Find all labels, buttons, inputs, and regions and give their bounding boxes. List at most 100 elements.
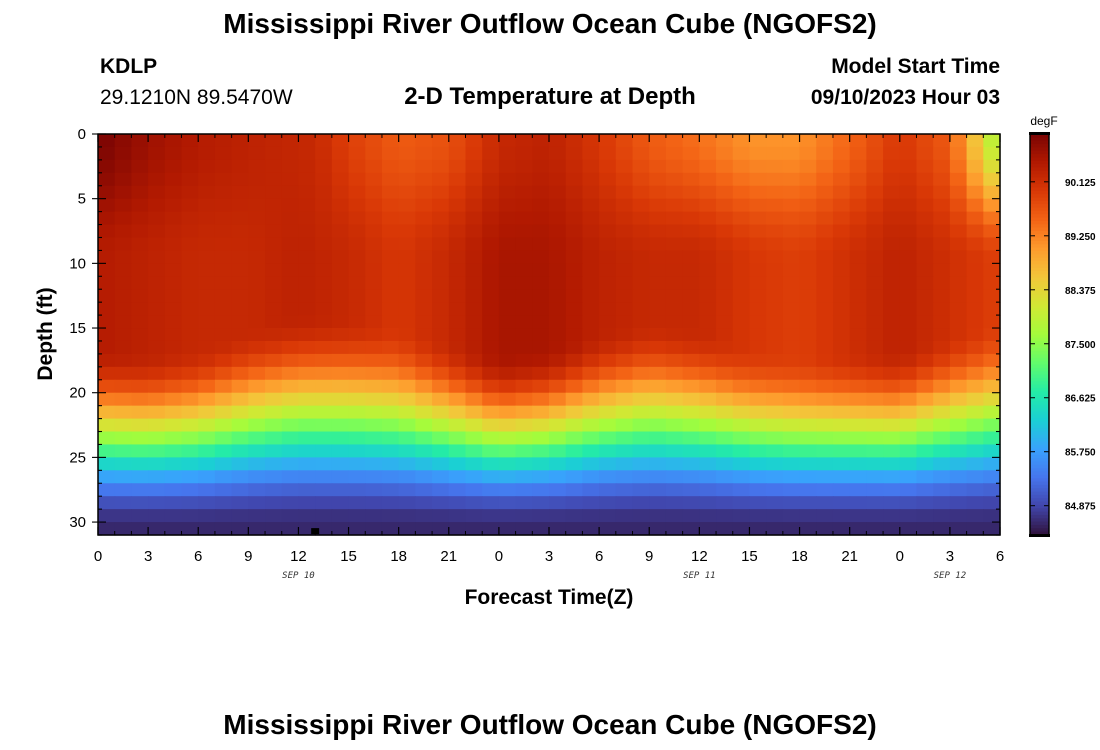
- heatmap-cell: [348, 379, 366, 394]
- heatmap-cell: [214, 405, 233, 420]
- heatmap-cell: [148, 418, 166, 433]
- heatmap-cell: [148, 444, 166, 458]
- y-tick-label: 25: [69, 449, 86, 466]
- heatmap-cell: [699, 522, 717, 536]
- colorbar-segment: [1030, 454, 1049, 459]
- heatmap-cell: [716, 418, 734, 433]
- heatmap-cell: [281, 457, 300, 471]
- heatmap-cell: [265, 353, 283, 368]
- heatmap-cell: [398, 211, 416, 226]
- colorbar-segment: [1030, 451, 1049, 456]
- heatmap-cell: [315, 483, 333, 497]
- heatmap-cell: [148, 159, 166, 174]
- y-tick-label: 0: [78, 126, 86, 143]
- heatmap-cell: [916, 522, 934, 536]
- heatmap-cell: [148, 315, 166, 329]
- heatmap-cell: [381, 328, 400, 342]
- heatmap-cell: [983, 457, 1001, 471]
- heatmap-cell: [131, 198, 149, 213]
- heatmap-cell: [365, 302, 383, 316]
- heatmap-cell: [632, 328, 650, 342]
- colorbar-segment: [1030, 431, 1049, 436]
- heatmap-cell: [983, 366, 1001, 381]
- heatmap-cell: [649, 431, 667, 446]
- heatmap-cell: [732, 250, 751, 264]
- heatmap-cell: [883, 250, 901, 264]
- heatmap-cell: [248, 224, 266, 239]
- heatmap-cell: [883, 392, 901, 407]
- heatmap-cell: [716, 483, 734, 497]
- heatmap-cell: [949, 237, 968, 252]
- heatmap-cell: [98, 328, 116, 342]
- y-axis-title: Depth (ft): [34, 287, 57, 380]
- heatmap-cell: [98, 353, 116, 368]
- heatmap-cell: [465, 483, 483, 497]
- heatmap-cell: [732, 211, 751, 226]
- heatmap-cell: [799, 185, 817, 200]
- heatmap-cell: [933, 457, 951, 471]
- heatmap-cell: [916, 392, 934, 407]
- heatmap-cell: [883, 470, 901, 484]
- heatmap-cell: [682, 237, 700, 252]
- heatmap-cell: [549, 457, 567, 471]
- heatmap-cell: [615, 159, 634, 174]
- heatmap-cell: [365, 185, 383, 200]
- heatmap-cell: [565, 224, 583, 239]
- heatmap-cell: [532, 457, 550, 471]
- heatmap-cell: [465, 379, 483, 394]
- heatmap-cell: [632, 224, 650, 239]
- colorbar-segment: [1030, 521, 1049, 526]
- heatmap-cell: [315, 159, 333, 174]
- heatmap-cell: [181, 483, 199, 497]
- heatmap-cell: [699, 418, 717, 433]
- heatmap-cell: [832, 315, 851, 329]
- heatmap-cell: [432, 405, 450, 420]
- heatmap-cell: [749, 146, 767, 161]
- heatmap-cell: [181, 405, 199, 420]
- heatmap-cell: [214, 159, 233, 174]
- heatmap-cell: [599, 366, 617, 381]
- heatmap-cell: [883, 379, 901, 394]
- heatmap-cell: [131, 522, 149, 536]
- heatmap-cell: [949, 185, 968, 200]
- heatmap-cell: [532, 276, 550, 290]
- colorbar-segment: [1030, 267, 1049, 272]
- heatmap-cell: [816, 457, 834, 471]
- heatmap-cell: [966, 237, 984, 252]
- heatmap-cell: [832, 263, 851, 277]
- heatmap-cell: [231, 185, 249, 200]
- heatmap-cell: [899, 496, 918, 510]
- heatmap-cell: [532, 379, 550, 394]
- heatmap-cell: [782, 237, 801, 252]
- heatmap-cell: [415, 496, 433, 510]
- heatmap-cell: [298, 379, 316, 394]
- heatmap-cell: [699, 185, 717, 200]
- heatmap-cell: [732, 431, 751, 446]
- heatmap-cell: [214, 211, 233, 226]
- heatmap-cell: [883, 340, 901, 355]
- heatmap-cell: [816, 289, 834, 303]
- heatmap-cell: [866, 237, 884, 252]
- colorbar-segment: [1030, 381, 1049, 386]
- heatmap-cell: [816, 431, 834, 446]
- heatmap-cell: [565, 483, 583, 497]
- heatmap-cell: [281, 522, 300, 536]
- heatmap-cell: [916, 431, 934, 446]
- heatmap-cell: [365, 496, 383, 510]
- heatmap-cell: [799, 509, 817, 523]
- colorbar-segment: [1030, 494, 1049, 499]
- heatmap-cell: [231, 353, 249, 368]
- heatmap-cell: [665, 328, 684, 342]
- heatmap-cell: [966, 470, 984, 484]
- temperature-depth-chart: 0 3 6 9 12 15 18 21 0 3 6 9 12 15 18 21 0 3 6 051015202530…: [34, 114, 1096, 609]
- heatmap-cell: [164, 353, 183, 368]
- heatmap-cell: [315, 328, 333, 342]
- heatmap-cell: [482, 237, 500, 252]
- heatmap-cell: [348, 198, 366, 213]
- heatmap-cell: [198, 328, 216, 342]
- heatmap-cell: [916, 328, 934, 342]
- heatmap-cell: [615, 366, 634, 381]
- heatmap-cell: [682, 509, 700, 523]
- heatmap-cell: [716, 457, 734, 471]
- heatmap-cell: [565, 315, 583, 329]
